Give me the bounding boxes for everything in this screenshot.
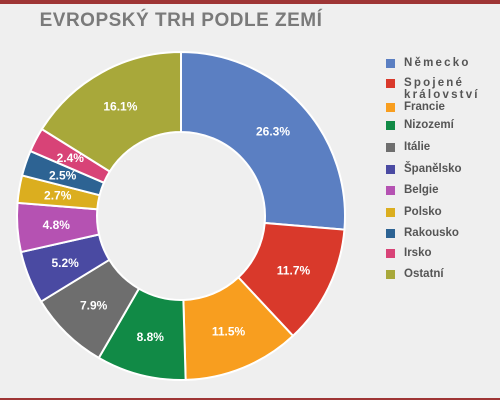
legend-swatch — [386, 165, 395, 174]
legend-swatch — [386, 121, 395, 130]
slice-label-10: 2.4% — [57, 151, 85, 165]
slice-label-6: 5.2% — [51, 256, 79, 270]
slice-label-9: 2.5% — [49, 169, 77, 183]
bottom-accent-bar — [0, 398, 500, 400]
legend-swatch — [386, 103, 395, 112]
slice-11 — [40, 50, 182, 173]
top-accent-bar — [0, 0, 500, 4]
slice-label-4: 8.8% — [137, 330, 165, 344]
legend-label: Polsko — [404, 206, 442, 218]
slice-label-11: 16.1% — [103, 100, 137, 114]
legend-label: Belgie — [404, 184, 439, 196]
legend-label: Irsko — [404, 247, 432, 259]
chart-title: EVROPSKÝ TRH PODLE ZEMÍ — [39, 10, 323, 31]
legend-label: Německo — [404, 57, 471, 69]
legend-swatch — [386, 143, 395, 152]
legend-swatch — [386, 249, 395, 258]
legend-swatch — [386, 59, 395, 68]
legend-swatch — [386, 79, 395, 88]
slice-label-3: 11.5% — [212, 325, 246, 339]
legend-label: Španělsko — [404, 163, 462, 175]
legend-label: Francie — [404, 101, 445, 113]
legend-swatch — [386, 270, 395, 279]
legend-label: Ostatní — [404, 268, 444, 280]
slice-label-2: 11.7% — [277, 264, 311, 278]
legend-label: Itálie — [404, 141, 431, 153]
legend-label: Spojené království — [404, 77, 480, 101]
legend-swatch — [386, 186, 395, 195]
slice-label-1: 26.3% — [256, 124, 290, 138]
slice-label-7: 4.8% — [43, 218, 71, 232]
legend-swatch — [386, 208, 395, 217]
slice-label-5: 7.9% — [80, 298, 108, 312]
slice-label-8: 2.7% — [44, 188, 72, 202]
slice-1 — [180, 50, 346, 231]
legend-label: Nizozemí — [404, 119, 454, 131]
legend-label: Rakousko — [404, 227, 459, 239]
legend-swatch — [386, 229, 395, 238]
